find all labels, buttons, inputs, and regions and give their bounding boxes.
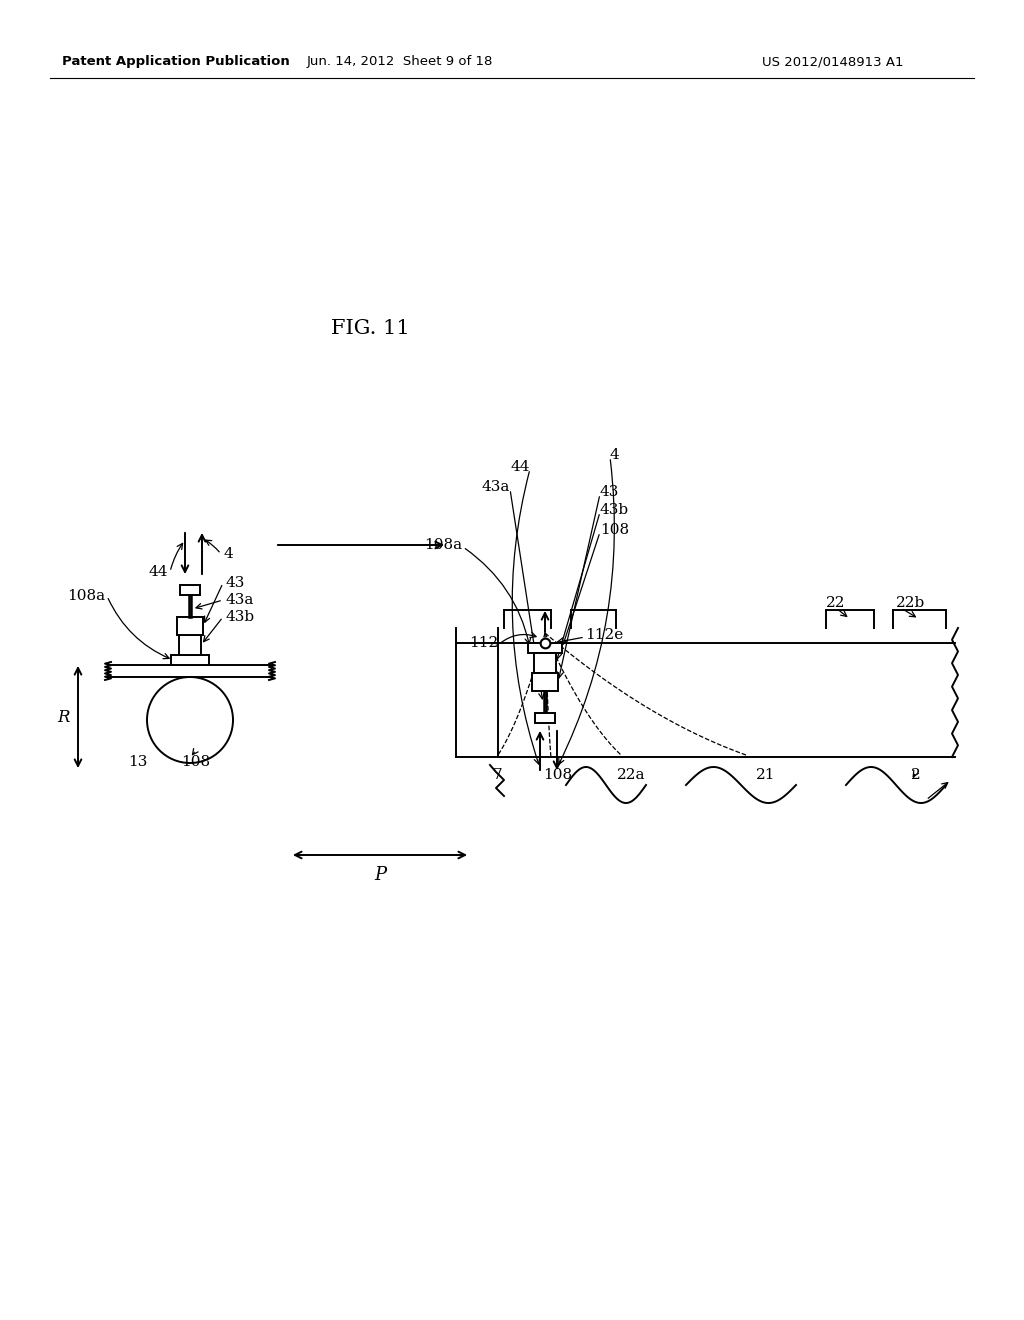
Text: 43a: 43a	[225, 593, 253, 607]
Circle shape	[147, 677, 233, 763]
Text: 22a: 22a	[616, 768, 645, 781]
Text: Patent Application Publication: Patent Application Publication	[62, 55, 290, 69]
Bar	[179, 635, 201, 655]
Text: 108: 108	[600, 523, 629, 537]
Text: 13: 13	[128, 755, 147, 770]
Bar	[171, 655, 209, 665]
Text: 108: 108	[544, 768, 572, 781]
Bar	[528, 643, 562, 653]
Text: 108: 108	[181, 755, 211, 770]
Text: 7: 7	[494, 768, 503, 781]
Text: 44: 44	[511, 459, 530, 474]
Text: 2: 2	[911, 768, 921, 781]
Text: R: R	[57, 709, 70, 726]
Bar	[532, 673, 558, 690]
Text: 112e: 112e	[585, 628, 624, 642]
Text: 43: 43	[225, 576, 245, 590]
Text: 22: 22	[826, 597, 846, 610]
Bar	[534, 653, 556, 673]
Text: 43b: 43b	[600, 503, 629, 517]
Text: 43b: 43b	[225, 610, 254, 624]
Text: US 2012/0148913 A1: US 2012/0148913 A1	[762, 55, 903, 69]
Text: P: P	[374, 866, 386, 884]
Text: FIG. 11: FIG. 11	[331, 318, 410, 338]
Text: 108a: 108a	[67, 589, 105, 603]
Bar	[177, 616, 203, 635]
Text: 112: 112	[469, 636, 498, 649]
Text: 4: 4	[223, 546, 232, 561]
Bar	[180, 585, 200, 595]
Text: 43a: 43a	[481, 480, 510, 494]
Text: 44: 44	[148, 565, 168, 579]
Text: 22b: 22b	[896, 597, 926, 610]
Text: 108a: 108a	[424, 539, 462, 552]
Bar	[535, 713, 555, 723]
Text: Jun. 14, 2012  Sheet 9 of 18: Jun. 14, 2012 Sheet 9 of 18	[307, 55, 494, 69]
Text: 21: 21	[757, 768, 776, 781]
Text: 43: 43	[600, 484, 620, 499]
Text: 4: 4	[610, 447, 620, 462]
